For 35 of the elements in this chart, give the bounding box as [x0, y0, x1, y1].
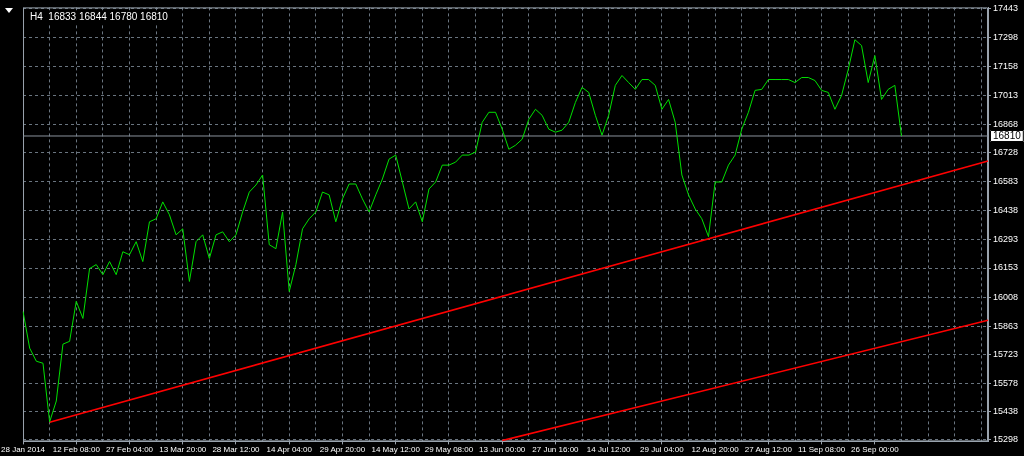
x-tick-label: 27 Aug 12:00 — [744, 445, 793, 455]
y-tick-label: 17298 — [993, 32, 1019, 43]
x-tick-label: 13 Mar 20:00 — [159, 445, 207, 455]
y-tick-label: 15578 — [993, 378, 1019, 389]
y-tick-label: 16293 — [993, 234, 1019, 245]
x-tick-label: 12 Feb 08:00 — [52, 445, 101, 455]
x-tick-label: 29 Apr 20:00 — [319, 445, 366, 455]
x-tick-label: 12 Aug 20:00 — [691, 445, 740, 455]
y-tick-label: 16008 — [993, 291, 1019, 302]
y-tick-label: 16583 — [993, 176, 1019, 187]
y-tick-label: 15298 — [993, 434, 1019, 445]
x-tick-label: 27 Feb 04:00 — [105, 445, 154, 455]
y-tick-label: 15438 — [993, 406, 1019, 417]
x-tick-label: 14 May 12:00 — [371, 445, 421, 455]
y-tick-label: 15863 — [993, 320, 1019, 331]
ref-line-label: 16810 — [993, 129, 1022, 141]
x-tick-label: 28 Jan 2014 — [1, 445, 46, 455]
chart-title: H4 16833 16844 16780 16810 — [30, 11, 169, 23]
x-tick-label: 27 Jun 16:00 — [532, 445, 580, 455]
x-tick-label: 13 Jun 00:00 — [479, 445, 526, 455]
y-tick-label: 17013 — [993, 89, 1019, 100]
y-tick-label: 16728 — [993, 146, 1019, 157]
y-tick-label: 16868 — [993, 118, 1019, 129]
y-tick-label: 16438 — [993, 205, 1019, 216]
x-tick-label: 28 Mar 12:00 — [212, 445, 261, 455]
x-tick-label: 26 Sep 00:00 — [851, 445, 900, 455]
x-tick-label: 14 Jul 12:00 — [586, 445, 632, 455]
y-tick-label: 17158 — [993, 60, 1019, 71]
x-tick-label: 29 Jul 04:00 — [640, 445, 685, 455]
y-tick-label: 17443 — [993, 3, 1019, 14]
x-tick-label: 29 May 08:00 — [424, 445, 474, 455]
y-tick-label: 15723 — [993, 348, 1019, 359]
x-tick-label: 14 Apr 04:00 — [266, 445, 313, 455]
x-tick-label: 11 Sep 08:00 — [798, 445, 846, 455]
y-tick-label: 16153 — [993, 262, 1019, 273]
